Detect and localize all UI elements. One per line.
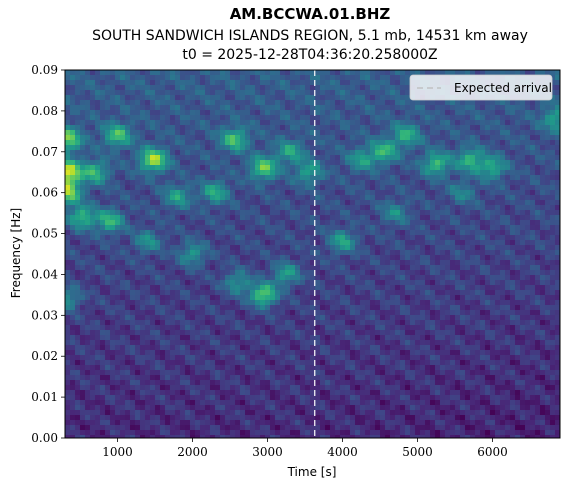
chart-subtitle-line-1: SOUTH SANDWICH ISLANDS REGION, 5.1 mb, 1… bbox=[92, 28, 528, 44]
y-axis-label: Frequency [Hz] bbox=[9, 208, 23, 299]
x-tick-label: 5000 bbox=[402, 445, 433, 459]
x-tick-label: 6000 bbox=[477, 445, 508, 459]
chart-title: AM.BCCWA.01.BHZ bbox=[230, 5, 391, 23]
legend-box bbox=[409, 74, 553, 101]
y-tick-label: 0.09 bbox=[31, 63, 58, 77]
x-tick-label: 4000 bbox=[327, 445, 358, 459]
x-tick-label: 2000 bbox=[177, 445, 208, 459]
y-tick-label: 0.01 bbox=[31, 390, 58, 404]
x-tick-label: 3000 bbox=[252, 445, 283, 459]
y-axis-ticks: 0.00 0.01 0.02 0.03 0.04 0.05 0.06 0.07 0.08 0.09 bbox=[31, 63, 65, 445]
x-tick-label: 1000 bbox=[102, 445, 133, 459]
spectrogram-heatmap bbox=[65, 70, 560, 438]
x-axis-ticks: 1000 2000 3000 4000 5000 6000 bbox=[102, 438, 508, 459]
y-tick-label: 0.08 bbox=[31, 104, 58, 118]
y-tick-label: 0.03 bbox=[31, 308, 58, 322]
legend-entry-expected-arrival: Expected arrival bbox=[454, 81, 552, 95]
y-tick-label: 0.00 bbox=[31, 431, 58, 445]
y-tick-label: 0.05 bbox=[31, 227, 58, 241]
x-axis-label: Time [s] bbox=[287, 465, 337, 479]
y-tick-label: 0.07 bbox=[31, 145, 58, 159]
y-tick-label: 0.04 bbox=[31, 267, 58, 281]
chart-subtitle-line-2: t0 = 2025-12-28T04:36:20.258000Z bbox=[182, 47, 437, 63]
plot-frame bbox=[64, 69, 561, 439]
y-tick-label: 0.06 bbox=[31, 186, 58, 200]
y-tick-label: 0.02 bbox=[31, 349, 58, 363]
legend: Expected arrival bbox=[409, 74, 553, 101]
